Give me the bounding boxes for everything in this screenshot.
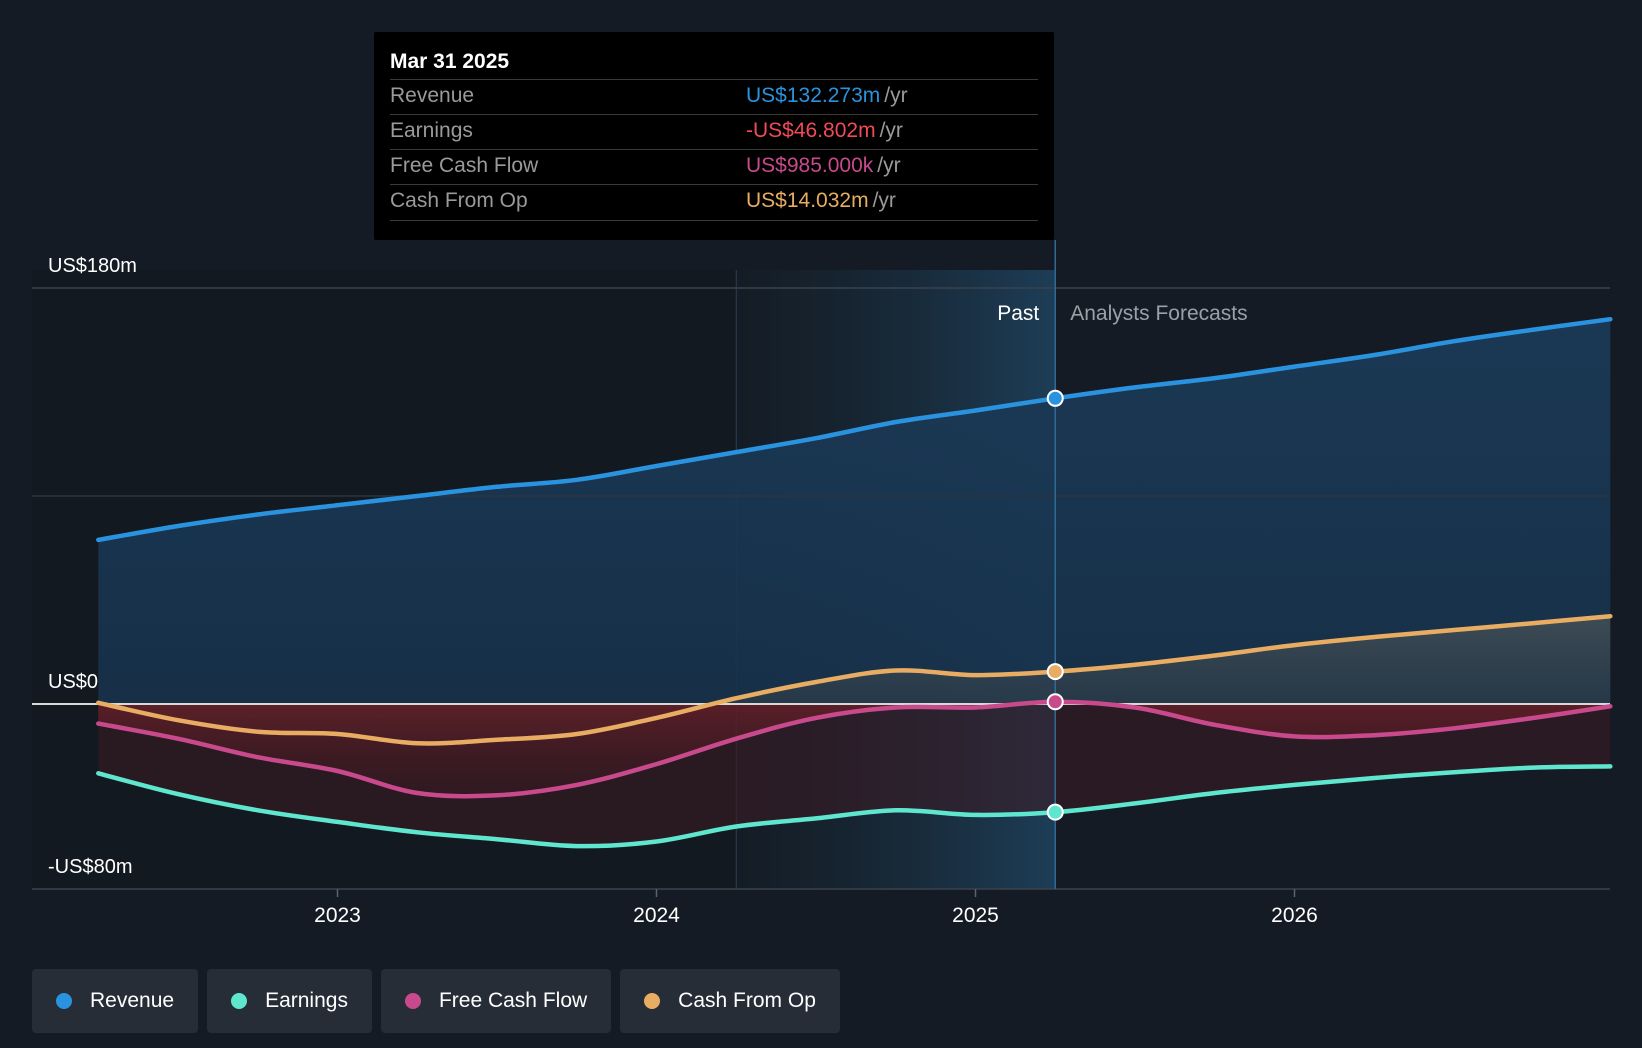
earnings-line [96, 764, 1613, 849]
revenue-line [96, 316, 1613, 543]
legend-label: Revenue [90, 989, 175, 1012]
cash-from-op-line [96, 613, 1613, 746]
tooltip-row-cash-from-op: Cash From Op US$14.032m/yr [390, 184, 1038, 221]
x-tick-label: 2025 [952, 904, 999, 927]
revenue-dot-icon [56, 993, 72, 1009]
legend-label: Free Cash Flow [438, 989, 588, 1012]
y-tick-label: -US$80m [48, 856, 132, 878]
legend-label: Cash From Op [678, 989, 816, 1012]
x-tick-label: 2024 [633, 904, 680, 927]
tooltip-date: Mar 31 2025 [390, 50, 510, 73]
tooltip-label: Revenue [390, 84, 475, 107]
earnings-dot-icon [231, 993, 248, 1009]
cash-from-op-marker [1046, 663, 1064, 681]
free-cash-flow-line [96, 699, 1613, 799]
tooltip-label: Free Cash Flow [390, 154, 539, 177]
forecast-label: Analysts Forecasts [1070, 302, 1247, 325]
tooltip-value: US$985.000k/yr [746, 154, 901, 177]
tooltip-label: Cash From Op [390, 189, 528, 212]
tooltip-label: Earnings [390, 119, 473, 142]
legend-label: Earnings [265, 989, 348, 1012]
revenue-area [98, 319, 1611, 704]
tooltip: Mar 31 2025 Revenue US$132.273m/yr Earni… [374, 32, 1054, 240]
tooltip-row-free-cash-flow: Free Cash Flow US$985.000k/yr [390, 149, 1038, 185]
y-tick-label: US$0 [48, 671, 98, 693]
legend-item-revenue[interactable]: Revenue [32, 969, 199, 1033]
past-label: Past [997, 302, 1039, 325]
tooltip-row-revenue: Revenue US$132.273m/yr [390, 79, 1038, 115]
x-tick-label: 2023 [314, 904, 361, 927]
revenue-marker [1046, 389, 1064, 407]
legend-item-free-cash-flow[interactable]: Free Cash Flow [380, 969, 612, 1033]
tooltip-value: US$132.273m/yr [746, 84, 908, 107]
tooltip-value: -US$46.802m/yr [746, 119, 903, 142]
y-tick-label: US$180m [48, 255, 137, 277]
tooltip-value: US$14.032m/yr [746, 189, 896, 212]
earnings-marker [1046, 803, 1064, 821]
legend-item-earnings[interactable]: Earnings [207, 969, 372, 1033]
cash-from-op-dot-icon [644, 993, 661, 1009]
free-cash-flow-dot-icon [404, 993, 421, 1009]
legend-item-cash-from-op[interactable]: Cash From Op [620, 969, 840, 1033]
legend: Revenue Earnings Free Cash Flow Cash Fro… [32, 969, 840, 1033]
x-tick-label: 2026 [1271, 904, 1318, 927]
free-cash-flow-marker [1046, 693, 1064, 711]
tooltip-row-earnings: Earnings -US$46.802m/yr [390, 114, 1038, 150]
